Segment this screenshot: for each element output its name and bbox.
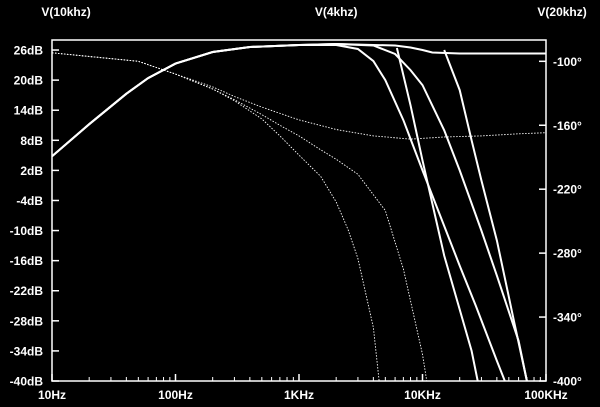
right-tick-label: -280° [553,247,582,261]
legend-label: V(10khz) [41,5,90,19]
right-tick-label: -100° [553,55,582,69]
left-tick-label: -10dB [10,224,44,238]
right-tick-label: -220° [553,183,582,197]
magnitude-curve [52,42,546,158]
left-axis-group: 26dB 20dB 14dB 8dB 2dB -4dB -10dB -16dB -22dB -28… [10,44,59,389]
right-tick-label: -340° [553,311,582,325]
left-tick-label: -22dB [10,284,44,298]
phase-curve [52,52,380,381]
plot-frame-group [51,39,547,382]
magnitude-curve [443,49,528,381]
left-tick-label: -40dB [10,375,44,389]
right-axis-group: -100° -160° -220° -280° -340° -400° [539,55,582,389]
left-tick-label: 8dB [20,134,43,148]
right-tick-label: -160° [553,119,582,133]
legend-group: V(10khz) V(4khz) V(20khz) [41,5,586,19]
legend-label: V(20khz) [537,5,586,19]
left-tick-label: -16dB [10,254,44,268]
magnitude-curve [52,44,506,381]
left-tick-label: 26dB [14,44,44,58]
left-tick-label: -34dB [10,344,44,358]
phase-curve [52,52,428,381]
x-tick-label: 100KHz [524,388,567,402]
left-tick-label: 20dB [14,74,44,88]
magnitude-curve [395,47,479,381]
plot-frame [51,39,547,382]
x-tick-label: 10KHz [404,388,441,402]
x-tick-label: 100Hz [158,388,193,402]
left-tick-label: -4dB [16,194,43,208]
curve-group [52,42,546,381]
left-tick-label: 14dB [14,104,44,118]
x-tick-label: 10Hz [38,388,66,402]
left-tick-label: 2dB [20,164,43,178]
right-tick-label: -400° [553,375,582,389]
left-tick-label: -28dB [10,314,44,328]
x-tick-label: 1KHz [284,388,314,402]
phase-curve [52,52,546,140]
magnitude-curve [52,42,528,381]
legend-label: V(4khz) [315,5,358,19]
x-axis-group: 10Hz 100Hz 1KHz 10KHz 100KHz [38,374,568,402]
